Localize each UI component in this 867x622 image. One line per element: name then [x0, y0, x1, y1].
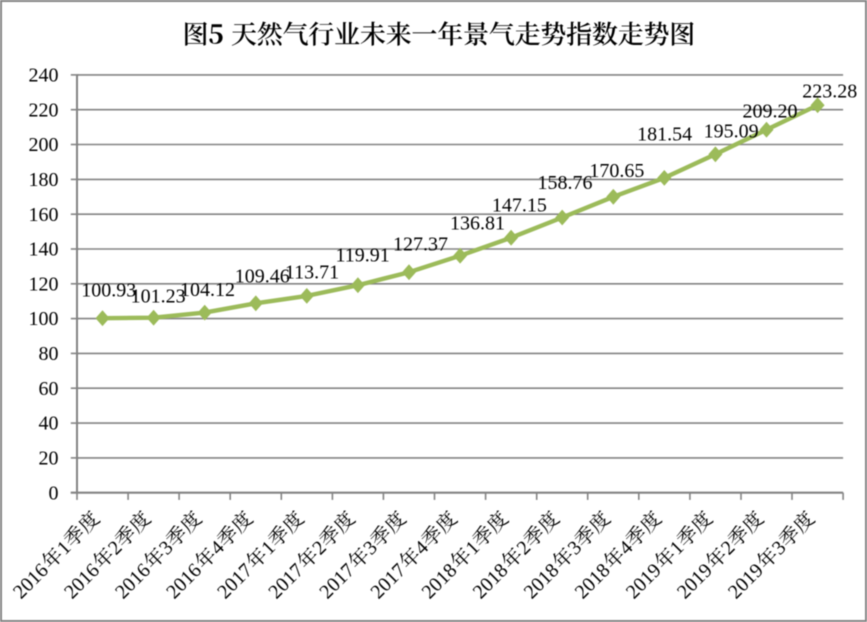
svg-text:120: 120 — [29, 273, 59, 295]
svg-text:80: 80 — [39, 343, 59, 365]
svg-text:101.23: 101.23 — [131, 285, 186, 307]
svg-text:40: 40 — [39, 413, 59, 435]
svg-text:119.91: 119.91 — [335, 245, 389, 267]
svg-text:240: 240 — [29, 65, 59, 87]
svg-text:181.54: 181.54 — [637, 124, 692, 146]
svg-text:127.37: 127.37 — [393, 234, 448, 256]
svg-text:147.15: 147.15 — [492, 195, 547, 217]
svg-text:180: 180 — [29, 169, 59, 191]
svg-text:60: 60 — [39, 378, 59, 400]
svg-text:104.12: 104.12 — [180, 279, 235, 301]
svg-text:195.09: 195.09 — [704, 120, 759, 142]
svg-text:200: 200 — [29, 134, 59, 156]
svg-text:223.28: 223.28 — [802, 80, 857, 102]
svg-text:109.46: 109.46 — [235, 266, 290, 288]
svg-text:158.76: 158.76 — [538, 172, 593, 194]
svg-text:160: 160 — [29, 204, 59, 226]
svg-text:100.93: 100.93 — [81, 280, 136, 302]
svg-text:140: 140 — [29, 239, 59, 261]
svg-text:209.20: 209.20 — [743, 101, 798, 123]
svg-text:100: 100 — [29, 308, 59, 330]
svg-text:20: 20 — [39, 448, 59, 470]
svg-text:170.65: 170.65 — [589, 160, 644, 182]
svg-text:220: 220 — [29, 99, 59, 121]
svg-text:136.81: 136.81 — [450, 213, 505, 235]
svg-text:113.71: 113.71 — [285, 262, 339, 284]
svg-text:0: 0 — [49, 482, 59, 504]
